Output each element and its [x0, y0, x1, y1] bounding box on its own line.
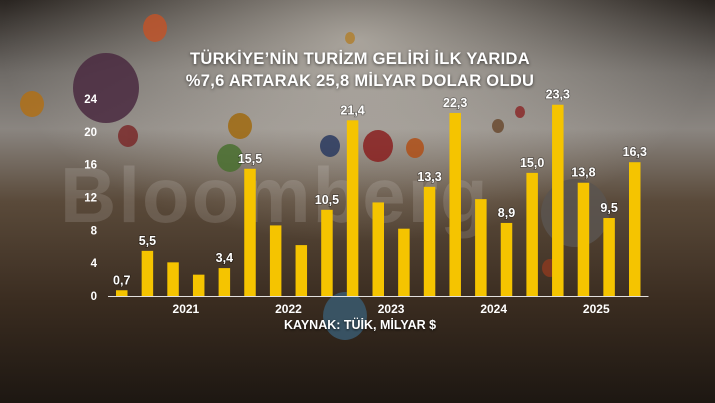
bar-value-label: 10,5	[315, 193, 339, 207]
bar	[244, 168, 256, 296]
x-tick-label-year: 2025	[583, 302, 610, 316]
bar	[192, 274, 205, 296]
y-tick-label: 0	[91, 291, 97, 303]
bar	[295, 245, 308, 296]
bar	[423, 186, 436, 296]
bar-series	[116, 104, 641, 297]
bar-value-label: 8,9	[498, 206, 515, 220]
bar	[218, 268, 231, 296]
bar	[398, 228, 410, 296]
y-tick-label: 24	[84, 94, 97, 106]
bar-value-label: 16,3	[623, 145, 647, 159]
bar	[449, 112, 461, 297]
bar-value-label: 22,3	[443, 96, 467, 110]
bar-value-label: 9,5	[600, 201, 617, 215]
bar-value-label: 0,7	[113, 273, 130, 287]
watermark-text: Bloomberg	[60, 151, 490, 239]
bar	[475, 199, 487, 296]
y-tick-label: 20	[84, 127, 97, 139]
bar	[116, 290, 128, 296]
source-note: KAYNAK: TÜİK, MİLYAR $	[283, 318, 437, 332]
bar-value-label: 5,5	[139, 234, 156, 248]
x-tick-label-year: 2022	[275, 302, 302, 316]
bar	[577, 182, 590, 296]
x-tick-label-year: 2021	[173, 302, 200, 316]
bar	[500, 222, 513, 296]
bar-value-label: 21,4	[340, 103, 364, 117]
y-tick-label: 16	[84, 160, 97, 172]
x-axis-year-labels: 2021 2022 2023 2024 2025	[173, 302, 610, 316]
bar	[269, 225, 282, 296]
bar	[603, 218, 615, 296]
bar	[372, 202, 384, 296]
y-tick-label: 12	[84, 193, 97, 205]
y-axis: 0 4 8 12 16 20 24	[84, 94, 97, 303]
y-tick-label: 4	[91, 258, 98, 270]
bar-value-label: 13,8	[571, 166, 595, 180]
bar-value-label: 15,5	[238, 152, 262, 166]
bar	[321, 209, 333, 296]
bar-value-label: 23,3	[546, 88, 570, 102]
bar-value-label: 13,3	[417, 170, 441, 184]
x-tick-label-year: 2024	[480, 302, 507, 316]
chart-title: TÜRKİYE’NİN TURİZM GELİRİ İLK YARIDA %7,…	[150, 48, 570, 92]
bar	[141, 250, 154, 296]
bar-value-label: 3,4	[216, 251, 233, 265]
bar-value-label: 15,0	[520, 156, 544, 170]
bar	[552, 104, 564, 296]
bar	[346, 120, 359, 296]
value-labels: 0,7 5,5 3,4 15,5 10,5 21,4 13,3 22,3 8,9 15,0 23,3…	[112, 87, 647, 288]
chart-title-line-2: %7,6 ARTARAK 25,8 MİLYAR DOLAR OLDU	[185, 72, 535, 90]
bar	[167, 262, 179, 296]
chart-title-line-1: TÜRKİYE’NİN TURİZM GELİRİ İLK YARIDA	[190, 50, 530, 68]
bar	[526, 172, 538, 296]
y-tick-label: 8	[91, 225, 98, 237]
bar	[629, 162, 641, 296]
x-tick-label-year: 2023	[378, 302, 405, 316]
